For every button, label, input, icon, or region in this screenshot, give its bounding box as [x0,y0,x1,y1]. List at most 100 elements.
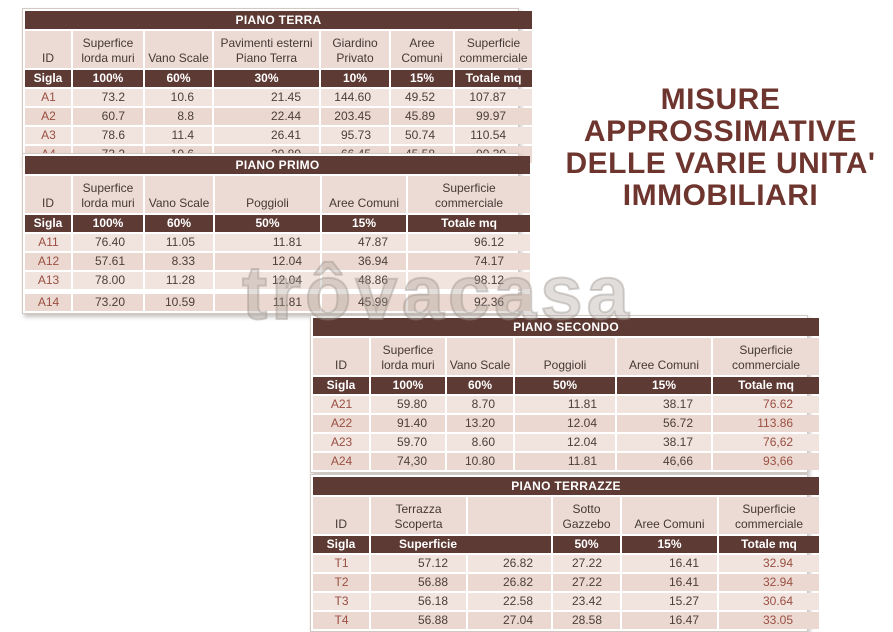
pct-header: Superficie [371,536,551,553]
col-header: Vano Scale [447,338,513,375]
cell: 91.40 [371,415,445,432]
row-id: T2 [313,574,369,591]
column-header-row: ID Superfice lorda muri Vano Scale Poggi… [25,176,531,213]
col-header [468,497,551,534]
col-header: Sotto Gazzebo [553,497,620,534]
table-title: PIANO TERRAZZE [313,477,820,495]
col-header: Poggioli [215,176,320,213]
row-spacer [25,291,531,292]
pct-header: 50% [553,536,620,553]
col-header: Vano Scale [145,176,213,213]
row-id: A12 [25,253,71,270]
cell: 144.60 [321,89,389,106]
pct-header: Totale mq [713,377,820,394]
col-header: Superfice lorda muri [73,31,143,68]
pct-header: 60% [447,377,513,394]
row-id: A1 [25,89,71,106]
col-header: ID [313,497,369,534]
cell: 73.2 [73,89,143,106]
column-header-row: ID Superfice lorda muri Vano Scale Poggi… [313,338,820,375]
cell: 12.04 [215,272,320,289]
cell: 60.7 [73,108,143,125]
row-id: A3 [25,127,71,144]
row-id: A22 [313,415,369,432]
cell: 38.17 [617,434,711,451]
cell: 22.58 [468,593,551,610]
cell-total: 32.94 [719,555,820,572]
cell-total: 110.54 [455,127,533,144]
cell: 11.81 [515,396,615,413]
percentage-row: Sigla 100% 60% 50% 15% Totale mq [25,215,531,232]
col-header: Poggioli [515,338,615,375]
cell: 78.00 [73,272,143,289]
cell: 46,66 [617,453,711,470]
col-header: ID [25,31,71,68]
pct-header: 60% [145,70,212,87]
table-row: T4 56.88 27.04 28.58 16.47 33.05 [313,612,820,629]
pct-header: 100% [73,215,143,232]
cell: 27.04 [468,612,551,629]
cell: 57.61 [73,253,143,270]
cell: 11.28 [145,272,213,289]
table-piano-secondo: PIANO SECONDO ID Superfice lorda muri Va… [310,315,820,473]
col-header: ID [25,176,71,213]
row-id: A2 [25,108,71,125]
cell: 16.41 [622,574,717,591]
table-piano-terrazze: PIANO TERRAZZE ID Terrazza Scoperta Sott… [310,474,820,632]
col-header: ID [313,338,369,375]
row-id: A14 [25,294,71,311]
table-row: T3 56.18 22.58 23.42 15.27 30.64 [313,593,820,610]
cell: 8.70 [447,396,513,413]
col-header: Aree Comuni [617,338,711,375]
pct-header: 15% [391,70,453,87]
column-header-row: ID Superfice lorda muri Vano Scale Pavim… [25,31,533,68]
cell: 23.42 [553,593,620,610]
pct-header: 60% [145,215,213,232]
cell: 16.47 [622,612,717,629]
cell: 78.6 [73,127,143,144]
row-id: T4 [313,612,369,629]
table-title-row: PIANO TERRA [25,11,533,29]
pct-header: Sigla [313,377,369,394]
cell: 11.81 [215,234,320,251]
cell: 48.86 [322,272,406,289]
col-header: Superficie commerciale [408,176,531,213]
row-id: T1 [313,555,369,572]
cell: 95.73 [321,127,389,144]
cell: 56.72 [617,415,711,432]
pct-header: 50% [515,377,615,394]
pct-header: 50% [215,215,320,232]
cell-total: 74.17 [408,253,531,270]
col-header: Aree Comuni [391,31,453,68]
cell: 28.58 [553,612,620,629]
percentage-row: Sigla Superficie 50% 15% Totale mq [313,536,820,553]
table-title-row: PIANO TERRAZZE [313,477,820,495]
col-header: Superficie commerciale [455,31,533,68]
table-piano-terra: PIANO TERRA ID Superfice lorda muri Vano… [22,8,533,166]
col-header: Aree Comuni [322,176,406,213]
pct-header: 15% [617,377,711,394]
cell: 10.6 [145,89,212,106]
cell: 8.60 [447,434,513,451]
pct-header: 100% [73,70,143,87]
pct-header: Totale mq [408,215,531,232]
cell: 11.81 [215,294,320,311]
table-row: A11 76.40 11.05 11.81 47.87 96.12 [25,234,531,251]
table-row: A12 57.61 8.33 12.04 36.94 74.17 [25,253,531,270]
cell-total: 76,62 [713,434,820,451]
cell: 45.99 [322,294,406,311]
cell: 56.88 [371,612,466,629]
row-id: A23 [313,434,369,451]
pct-header: Totale mq [455,70,533,87]
table-row: A2 60.7 8.8 22.44 203.45 45.89 99.97 [25,108,533,125]
cell: 11.4 [145,127,212,144]
table-title: PIANO PRIMO [25,156,531,174]
table-row: A22 91.40 13.20 12.04 56.72 113.86 [313,415,820,432]
table-row: A23 59.70 8.60 12.04 38.17 76,62 [313,434,820,451]
table-title-row: PIANO PRIMO [25,156,531,174]
cell: 10.59 [145,294,213,311]
cell: 12.04 [515,415,615,432]
cell: 50.74 [391,127,453,144]
pct-header: 100% [371,377,445,394]
col-header: Superficie commerciale [713,338,820,375]
